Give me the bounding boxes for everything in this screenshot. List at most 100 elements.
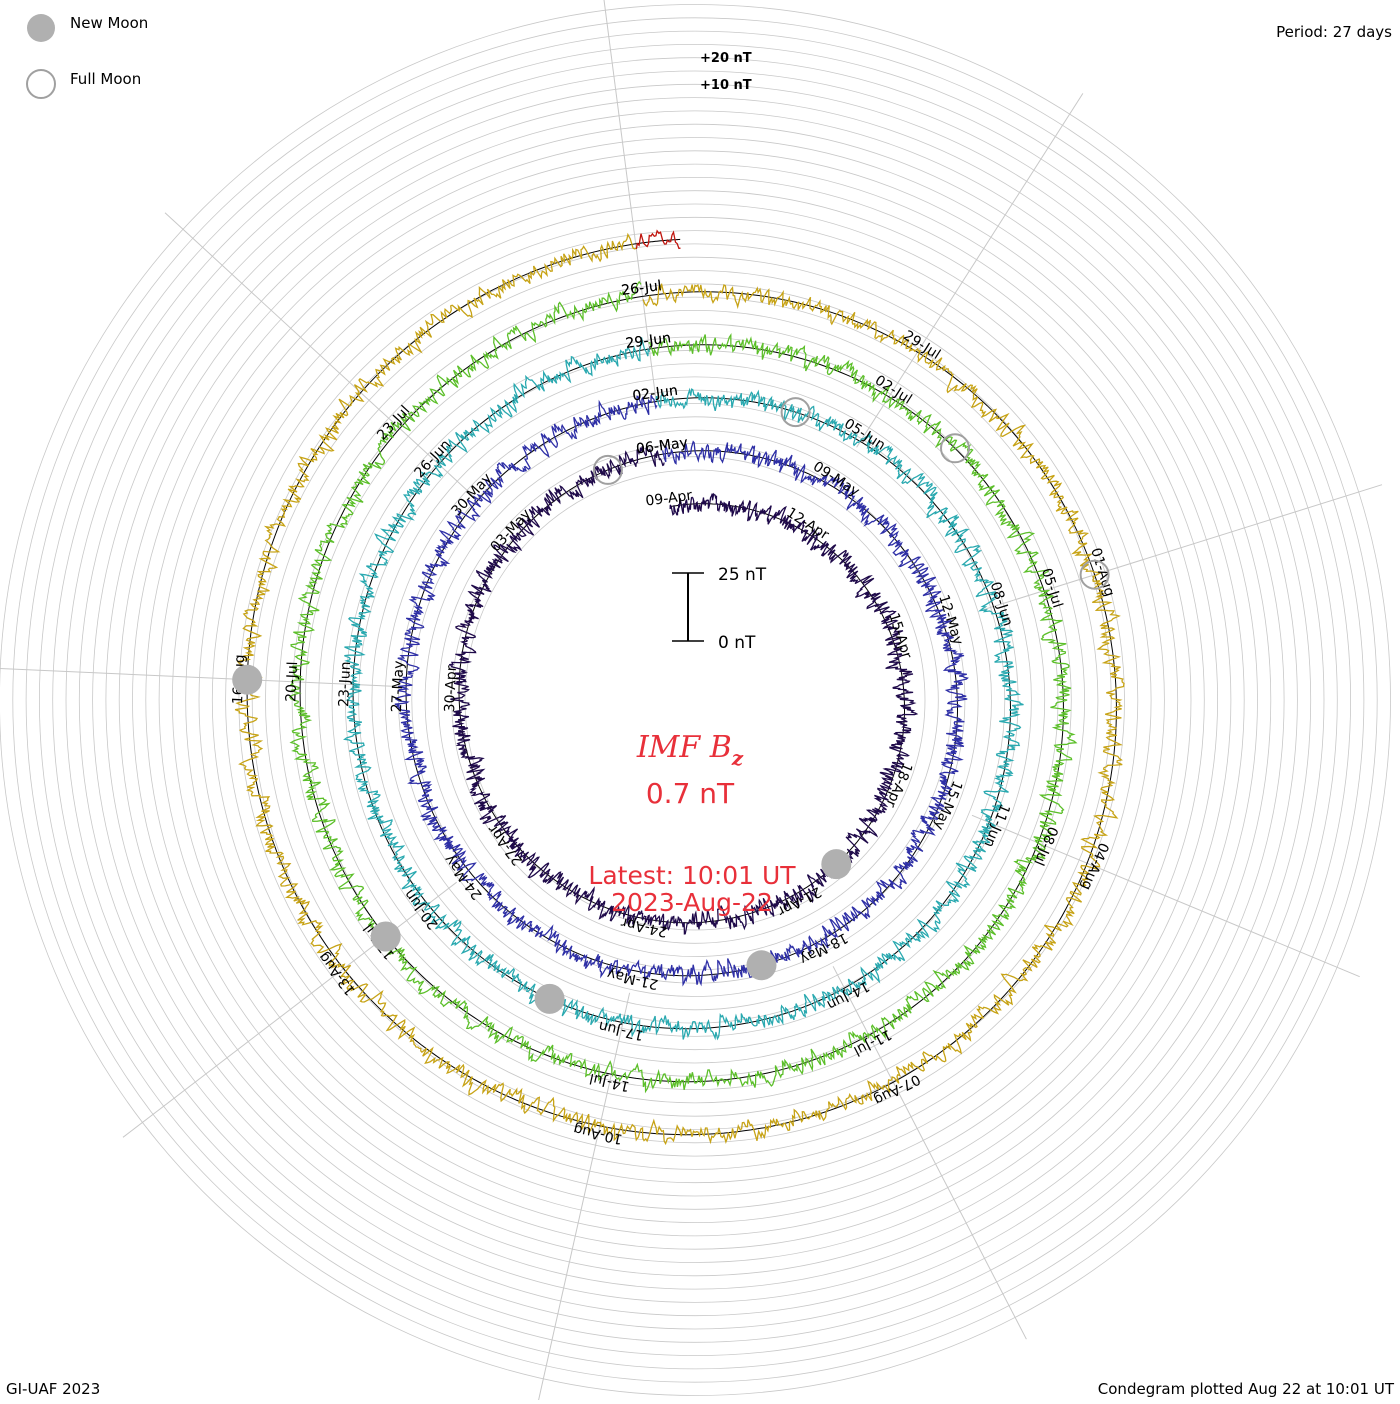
date-label: 30-Apr xyxy=(442,665,460,713)
grid-ring xyxy=(251,256,1139,1144)
grid-ring xyxy=(52,57,1338,1343)
new-moon-marker xyxy=(370,921,401,952)
latest-date: 2023-Aug-22 xyxy=(611,888,773,917)
chart-title: IMF Bz xyxy=(636,730,744,770)
grid-spoke xyxy=(164,212,475,498)
grid-spoke xyxy=(537,992,631,1403)
new-moon-marker xyxy=(746,950,777,981)
grid-spoke xyxy=(832,966,1027,1340)
date-label: 18-Apr xyxy=(882,760,915,810)
grid-spoke xyxy=(603,0,657,403)
grid-ring xyxy=(105,110,1285,1290)
grid-ring xyxy=(25,30,1365,1370)
full-moon-marker xyxy=(1079,559,1110,590)
new-moon-legend-label: New Moon xyxy=(70,14,149,32)
grid-ring xyxy=(384,389,1006,1011)
series-cycle-5 xyxy=(234,232,1125,1146)
scale-bar-bottom-label: 0 nT xyxy=(718,633,756,653)
grid-ring xyxy=(118,123,1272,1277)
outer-scale-label-10: +10 nT xyxy=(700,78,752,93)
new-moon-marker xyxy=(534,983,565,1014)
full-moon-marker xyxy=(940,433,970,464)
date-label: 06-May xyxy=(635,435,688,458)
grid-ring xyxy=(278,283,1112,1117)
date-label: 26-Jul xyxy=(620,278,662,299)
date-label: 02-Jun xyxy=(632,383,679,405)
full-moon-marker xyxy=(592,454,623,485)
grid-ring xyxy=(464,469,926,931)
grid-ring xyxy=(172,177,1218,1223)
scale-bar-top-label: 25 nT xyxy=(718,565,767,585)
date-label: 08-Jun xyxy=(987,580,1016,628)
footer-credit: GI-UAF 2023 xyxy=(6,1380,101,1398)
grid-ring xyxy=(225,230,1165,1170)
period-label: Period: 27 days xyxy=(1276,23,1392,41)
grid-spoke xyxy=(122,881,458,1138)
new-moon-marker xyxy=(232,664,263,695)
grid-ring xyxy=(211,216,1179,1184)
grid-ring xyxy=(318,323,1072,1077)
grid-ring xyxy=(92,97,1298,1303)
date-label: 09-Apr xyxy=(645,488,694,510)
series-layer xyxy=(234,229,1125,1146)
grid-ring xyxy=(12,17,1378,1383)
date-label: 18-May xyxy=(797,929,850,967)
date-label: 10-Aug xyxy=(572,1120,624,1147)
date-label: 06-May xyxy=(635,435,688,458)
date-label: 29-Jun xyxy=(625,330,672,352)
grid-ring xyxy=(304,309,1086,1091)
grid-ring xyxy=(65,70,1325,1330)
date-label: 29-Jun xyxy=(625,330,672,352)
grid-ring xyxy=(238,243,1152,1157)
grid-ring xyxy=(198,203,1192,1197)
date-label: 20-Jul xyxy=(283,661,301,702)
date-label: 26-Jul xyxy=(620,278,662,299)
grid-spoke xyxy=(856,93,1084,448)
date-label: 23-Jun xyxy=(336,661,354,707)
grid-ring xyxy=(265,270,1125,1130)
date-label: 13-Aug xyxy=(316,949,359,998)
grid-ring xyxy=(39,44,1351,1356)
date-label: 02-Jun xyxy=(632,383,679,405)
series-cycle-6 xyxy=(635,229,681,250)
chart-title-subscript: z xyxy=(731,746,744,770)
series-cycle-2 xyxy=(394,394,969,987)
grid-ring xyxy=(437,442,953,958)
series-cycle-1 xyxy=(448,446,919,935)
chart-title-main: IMF B xyxy=(636,730,732,765)
new-moon-marker xyxy=(821,849,852,880)
date-label: 27-May xyxy=(389,660,407,712)
zero-line-cycle-3 xyxy=(352,348,1012,1030)
moon-layer xyxy=(232,397,1110,1014)
grid-ring xyxy=(132,137,1258,1263)
series-cycle-3 xyxy=(343,337,1024,1041)
grid-ring xyxy=(344,349,1046,1051)
latest-time: Latest: 10:01 UT xyxy=(588,861,796,890)
zero-line-cycle-1 xyxy=(458,453,905,924)
grid-ring xyxy=(0,4,1391,1396)
grid-spoke xyxy=(981,484,1383,611)
grid-ring xyxy=(411,416,979,984)
grid-spoke xyxy=(971,814,1360,978)
grid-ring xyxy=(158,163,1232,1237)
outer-scale-label-20: +20 nT xyxy=(700,51,752,66)
grid-layer xyxy=(0,4,1391,1396)
grid-ring xyxy=(358,363,1032,1037)
full-moon-marker xyxy=(780,397,811,428)
grid-ring xyxy=(78,83,1312,1317)
full-moon-legend-label: Full Moon xyxy=(70,70,142,88)
series-cycle-4 xyxy=(289,280,1078,1094)
date-label: 14-Jun xyxy=(824,978,872,1013)
scale-bar: 25 nT 0 nT xyxy=(672,565,767,653)
current-value: 0.7 nT xyxy=(646,777,735,810)
date-label: 12-May xyxy=(935,593,966,647)
grid-ring xyxy=(145,150,1245,1250)
zero-line-cycle-5 xyxy=(246,243,1117,1136)
footer-plot-time: Condegram plotted Aug 22 at 10:01 UT xyxy=(1097,1380,1394,1398)
grid-spoke xyxy=(0,667,396,687)
grid-ring xyxy=(331,336,1059,1064)
new-moon-legend-icon xyxy=(27,14,55,42)
